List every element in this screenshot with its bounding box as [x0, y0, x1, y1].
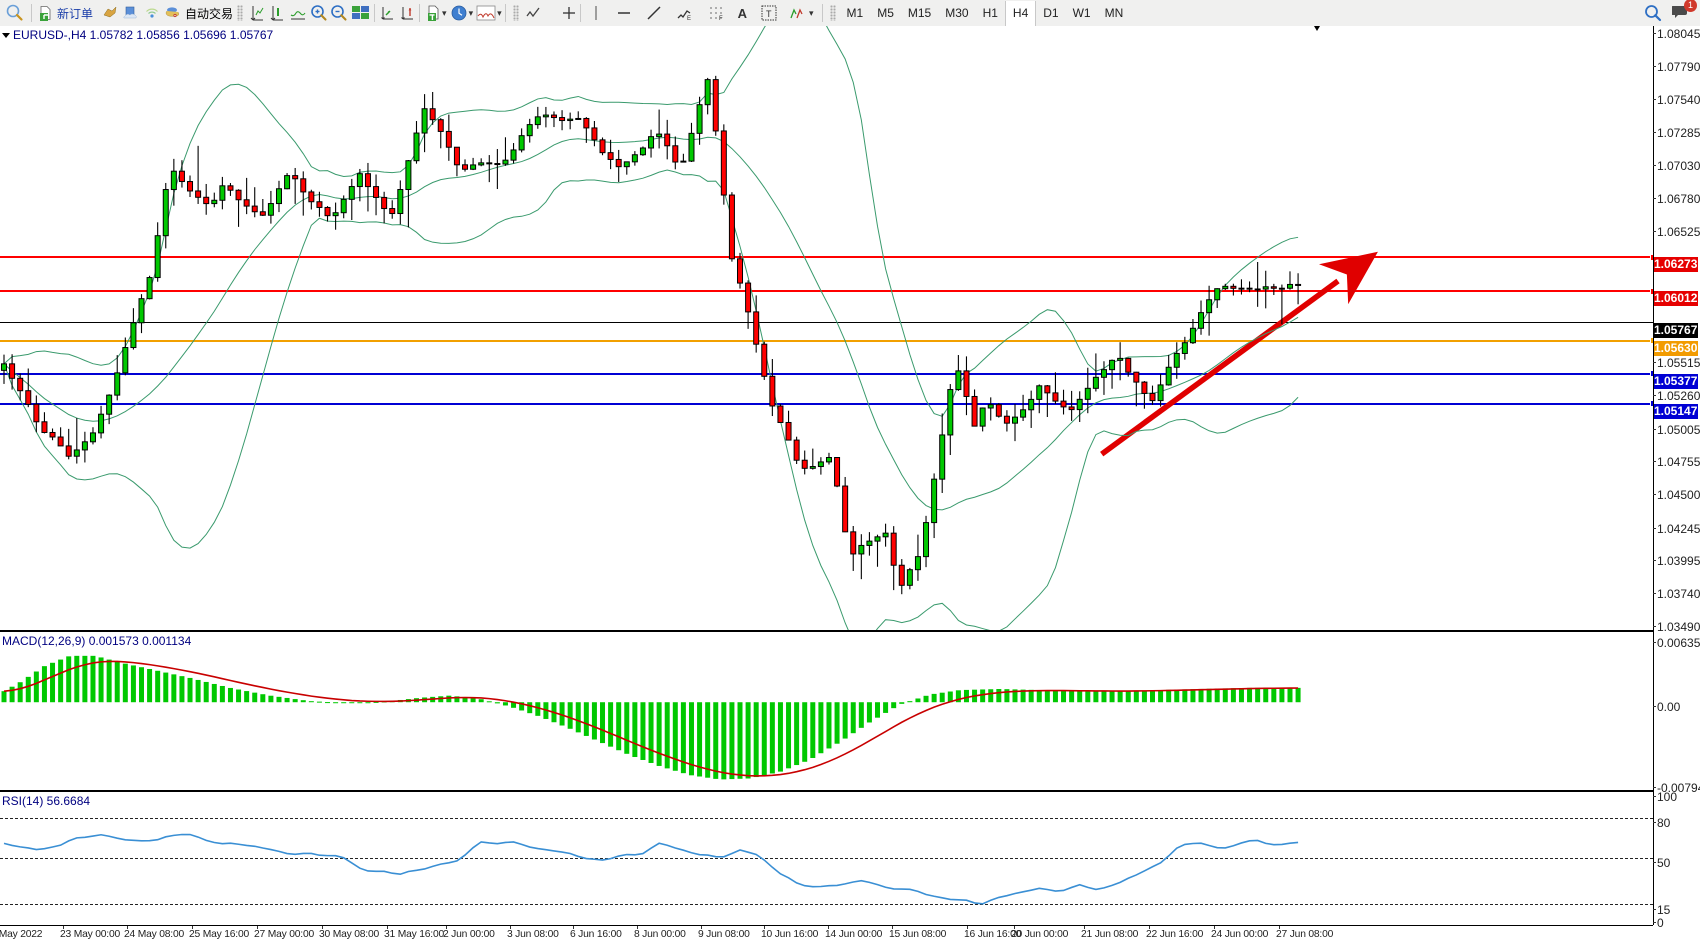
svg-text:E: E — [687, 16, 691, 21]
svg-text:F: F — [719, 16, 723, 21]
svg-text:T: T — [766, 9, 772, 19]
